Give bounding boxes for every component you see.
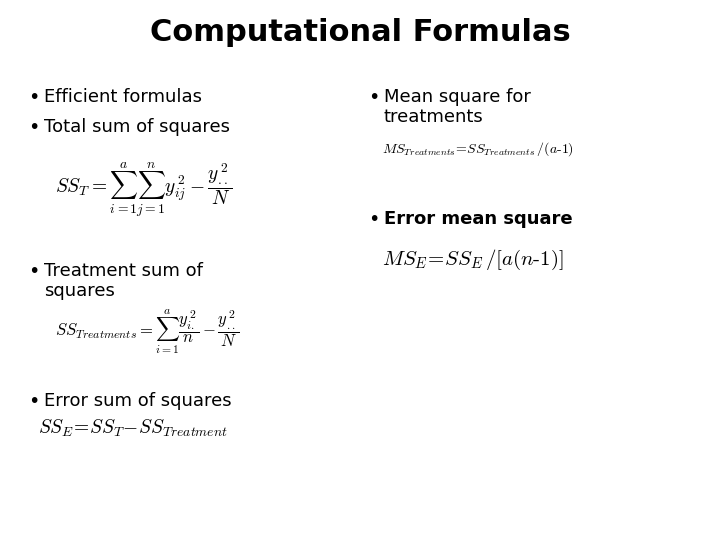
Text: treatments: treatments: [384, 108, 484, 126]
Text: $\mathit{SS}_{Treatments} = \sum_{i=1}^{a} \dfrac{\mathit{y}_{i.}^{\,2}}{n} - \d: $\mathit{SS}_{Treatments} = \sum_{i=1}^{…: [55, 308, 240, 356]
Text: •: •: [368, 88, 379, 107]
Text: •: •: [368, 210, 379, 229]
Text: squares: squares: [44, 282, 115, 300]
Text: Treatment sum of: Treatment sum of: [44, 262, 203, 280]
Text: •: •: [28, 392, 40, 411]
Text: $\mathit{MS}_E\!=\!\mathit{SS}_E\,/[a(n\text{-}1)]$: $\mathit{MS}_E\!=\!\mathit{SS}_E\,/[a(n\…: [382, 248, 564, 272]
Text: •: •: [28, 88, 40, 107]
Text: •: •: [28, 118, 40, 137]
Text: $\mathit{MS}_{Treatments}\!=\!\mathit{SS}_{Treatments}\,/(a\text{-}1)$: $\mathit{MS}_{Treatments}\!=\!\mathit{SS…: [382, 140, 574, 158]
Text: Error mean square: Error mean square: [384, 210, 572, 228]
Text: Efficient formulas: Efficient formulas: [44, 88, 202, 106]
Text: $\mathit{SS}_T = \sum_{i=1}^{a}\sum_{j=1}^{n} \mathit{y}_{ij}^{\,2} - \dfrac{\ma: $\mathit{SS}_T = \sum_{i=1}^{a}\sum_{j=1…: [55, 160, 233, 219]
Text: •: •: [28, 262, 40, 281]
Text: Total sum of squares: Total sum of squares: [44, 118, 230, 136]
Text: Error sum of squares: Error sum of squares: [44, 392, 232, 410]
Text: Computational Formulas: Computational Formulas: [150, 18, 570, 47]
Text: Mean square for: Mean square for: [384, 88, 531, 106]
Text: $\mathit{SS}_E\!=\!\mathit{SS}_T\!-\!\mathit{SS}_{Treatment}$: $\mathit{SS}_E\!=\!\mathit{SS}_T\!-\!\ma…: [38, 418, 228, 440]
